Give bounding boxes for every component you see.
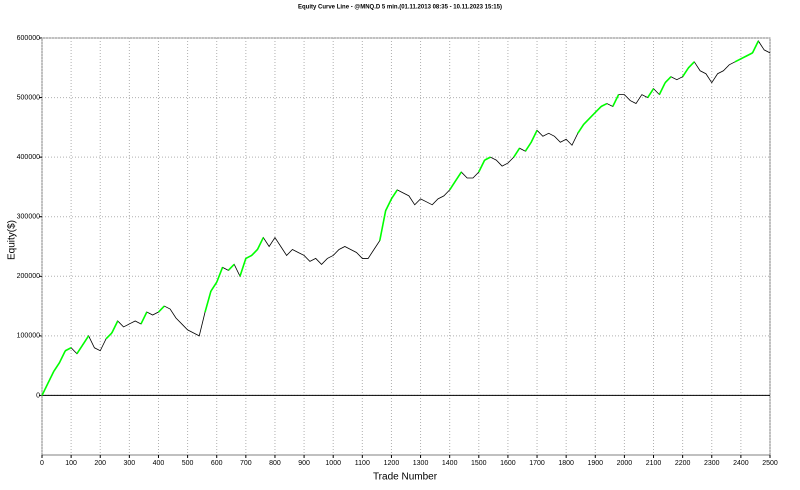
new-high-segment (239, 258, 247, 277)
new-high-segment (111, 320, 119, 334)
new-high-segment (384, 198, 393, 212)
new-high-segment (140, 311, 148, 325)
new-high-segment (379, 210, 387, 241)
x-tick-label: 2100 (646, 460, 662, 467)
new-high-segment (41, 383, 49, 396)
x-tick-label: 700 (240, 460, 252, 467)
new-high-segment (52, 362, 61, 373)
x-tick-label: 100 (65, 460, 77, 467)
new-high-segment (658, 82, 666, 95)
y-tick-label: 200000 (17, 273, 40, 280)
new-high-segment (245, 254, 253, 260)
x-tick-label: 800 (269, 460, 281, 467)
x-tick-label: 2000 (617, 460, 633, 467)
new-high-segment (251, 248, 259, 256)
plot-area (41, 37, 771, 456)
new-high-segment (577, 123, 585, 134)
new-high-segment (76, 344, 84, 355)
new-high-segment (594, 105, 602, 114)
x-tick-label: 1100 (355, 460, 370, 467)
new-high-segment (82, 335, 90, 346)
x-tick-label: 900 (298, 460, 310, 467)
x-tick-label: 1500 (471, 460, 487, 467)
new-high-segment (215, 267, 224, 283)
new-high-segment (687, 61, 695, 69)
new-high-segment (612, 94, 620, 107)
x-tick-label: 200 (94, 460, 106, 467)
new-high-segment (227, 263, 235, 271)
new-high-segment (478, 159, 486, 173)
new-high-segment (681, 67, 690, 78)
new-high-segment (64, 347, 72, 352)
new-high-segment (454, 171, 462, 182)
x-tick-label: 2400 (733, 460, 749, 467)
new-high-segment (740, 55, 748, 60)
x-tick-label: 2500 (762, 460, 778, 467)
x-tick-label: 1700 (529, 460, 545, 467)
y-tick-label: 600000 (17, 35, 40, 42)
y-tick-label: 400000 (17, 154, 40, 161)
new-high-segment (600, 102, 608, 108)
x-tick-label: 1000 (325, 460, 341, 467)
new-high-segment (513, 147, 521, 158)
x-tick-label: 500 (182, 460, 194, 467)
y-tick-label: 100000 (17, 333, 40, 340)
x-tick-label: 2300 (704, 460, 720, 467)
new-high-segment (524, 141, 532, 152)
new-high-segment (390, 189, 398, 200)
new-high-segment (664, 76, 672, 84)
x-tick-label: 0 (40, 460, 44, 467)
x-tick-label: 400 (153, 460, 165, 467)
x-tick-label: 2200 (675, 460, 691, 467)
new-high-segment (588, 111, 596, 119)
x-tick-label: 1400 (442, 460, 458, 467)
chart-title: Equity Curve Line - @MNQ.D 5 min.(01.11.… (298, 5, 502, 11)
new-high-segment (583, 117, 591, 125)
new-high-segment (210, 281, 218, 292)
new-high-segment (157, 305, 165, 313)
x-axis-label: Trade Number (373, 472, 438, 483)
x-tick-label: 1900 (587, 460, 603, 467)
new-high-segment (734, 58, 742, 63)
x-tick-label: 300 (124, 460, 136, 467)
new-high-segment (647, 88, 655, 99)
y-tick-label: 0 (36, 392, 40, 399)
new-high-segment (58, 350, 67, 364)
y-axis-label: Equity($) (7, 220, 18, 260)
new-high-segment (105, 332, 113, 340)
new-high-segment (256, 237, 265, 250)
new-high-segment (530, 129, 538, 143)
x-tick-label: 1800 (558, 460, 574, 467)
x-tick-label: 1600 (500, 460, 516, 467)
new-high-segment (484, 156, 491, 161)
new-high-segment (449, 180, 457, 191)
new-high-segment (47, 371, 55, 384)
x-tick-label: 600 (211, 460, 223, 467)
y-tick-label: 300000 (17, 214, 40, 221)
new-high-segment (746, 52, 753, 57)
x-tick-label: 1300 (413, 460, 429, 467)
x-tick-label: 1200 (384, 460, 400, 467)
new-high-segment (204, 290, 212, 313)
new-high-segment (751, 40, 760, 54)
y-tick-label: 500000 (17, 94, 40, 101)
